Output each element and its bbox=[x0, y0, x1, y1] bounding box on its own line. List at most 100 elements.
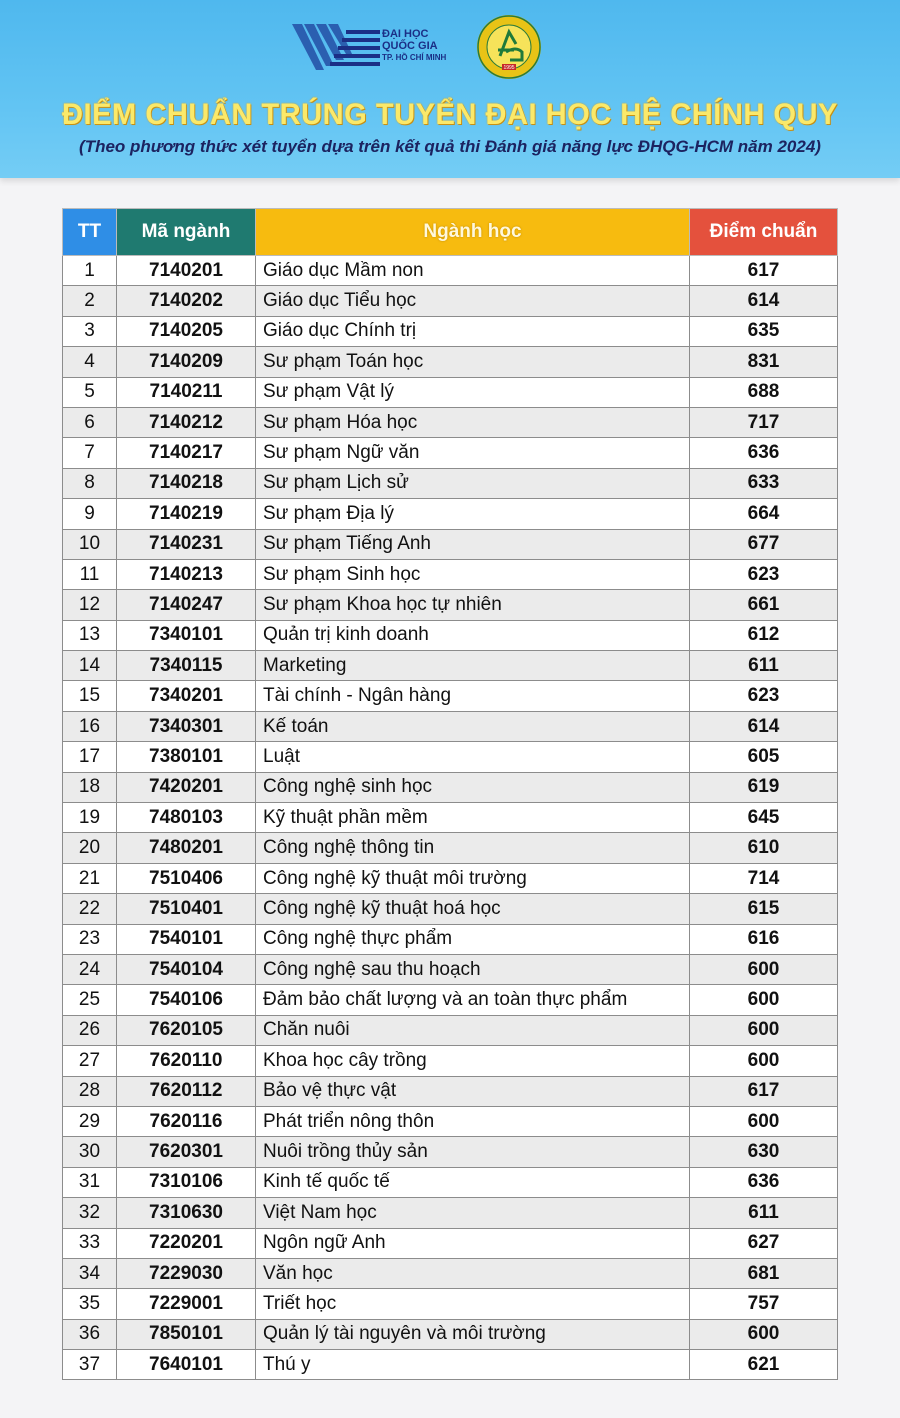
major-name: Công nghệ thông tin bbox=[255, 832, 690, 864]
major-name: Công nghệ sinh học bbox=[255, 771, 690, 804]
cutoff-score: 600 bbox=[689, 1014, 838, 1047]
row-number: 21 bbox=[62, 862, 117, 895]
table-row: 1 7140201 Giáo dục Mầm non 617 bbox=[62, 254, 838, 287]
cutoff-score: 612 bbox=[689, 619, 838, 652]
vnu-hcm-logo: ĐẠI HỌC QUỐC GIA TP. HỒ CHÍ MINH bbox=[290, 18, 460, 76]
major-code: 7140202 bbox=[116, 285, 256, 317]
major-name: Công nghệ thực phẩm bbox=[255, 923, 690, 955]
row-number: 19 bbox=[62, 802, 117, 834]
cutoff-score: 757 bbox=[689, 1288, 838, 1320]
row-number: 33 bbox=[62, 1227, 117, 1259]
row-number: 15 bbox=[62, 680, 117, 712]
row-number: 34 bbox=[62, 1257, 117, 1290]
major-code: 7540101 bbox=[116, 923, 256, 955]
major-code: 7310630 bbox=[116, 1197, 256, 1229]
major-name: Đảm bảo chất lượng và an toàn thực phẩm bbox=[255, 984, 690, 1016]
table-row: 12 7140247 Sư phạm Khoa học tự nhiên 661 bbox=[62, 589, 838, 621]
row-number: 29 bbox=[62, 1105, 117, 1138]
cutoff-score: 605 bbox=[689, 741, 838, 773]
table-row: 37 7640101 Thú y 621 bbox=[62, 1349, 838, 1381]
major-name: Sư phạm Địa lý bbox=[255, 498, 690, 530]
major-code: 7620105 bbox=[116, 1014, 256, 1047]
cutoff-score: 614 bbox=[689, 710, 838, 743]
major-name: Sư phạm Vật lý bbox=[255, 376, 690, 408]
cutoff-score: 614 bbox=[689, 285, 838, 317]
major-code: 7620116 bbox=[116, 1105, 256, 1138]
major-code: 7140218 bbox=[116, 467, 256, 500]
seal-year: 1995 bbox=[503, 65, 514, 71]
cutoff-score: 831 bbox=[689, 346, 838, 378]
column-header-tt: TT bbox=[62, 208, 117, 256]
table-row: 16 7340301 Kế toán 614 bbox=[62, 710, 838, 743]
major-code: 7140231 bbox=[116, 528, 256, 560]
table-body: 1 7140201 Giáo dục Mầm non 617 2 7140202 Giáo … bbox=[62, 254, 838, 1381]
major-name: Giáo dục Chính trị bbox=[255, 315, 690, 348]
cutoff-score: 615 bbox=[689, 893, 838, 925]
major-code: 7140211 bbox=[116, 376, 256, 408]
row-number: 22 bbox=[62, 893, 117, 925]
row-number: 7 bbox=[62, 437, 117, 469]
major-name: Sư phạm Toán học bbox=[255, 346, 690, 378]
cutoff-score: 600 bbox=[689, 984, 838, 1016]
cutoff-score: 610 bbox=[689, 832, 838, 864]
cutoff-score: 688 bbox=[689, 376, 838, 408]
row-number: 25 bbox=[62, 984, 117, 1016]
vnu-stripes-icon bbox=[292, 24, 380, 70]
cutoff-score: 636 bbox=[689, 1166, 838, 1199]
row-number: 11 bbox=[62, 558, 117, 591]
major-code: 7540106 bbox=[116, 984, 256, 1016]
cutoff-score: 627 bbox=[689, 1227, 838, 1259]
row-number: 4 bbox=[62, 346, 117, 378]
major-code: 7229001 bbox=[116, 1288, 256, 1320]
row-number: 5 bbox=[62, 376, 117, 408]
cutoff-score: 714 bbox=[689, 862, 838, 895]
table-header-row: TT Mã ngành Ngành học Điểm chuẩn bbox=[62, 208, 838, 256]
major-name: Giáo dục Tiểu học bbox=[255, 285, 690, 317]
major-name: Sư phạm Lịch sử bbox=[255, 467, 690, 500]
major-code: 7620112 bbox=[116, 1075, 256, 1107]
table-row: 17 7380101 Luật 605 bbox=[62, 741, 838, 773]
table-row: 11 7140213 Sư phạm Sinh học 623 bbox=[62, 558, 838, 591]
table-row: 2 7140202 Giáo dục Tiểu học 614 bbox=[62, 285, 838, 317]
row-number: 20 bbox=[62, 832, 117, 864]
cutoff-score: 600 bbox=[689, 1045, 838, 1077]
major-name: Quản lý tài nguyên và môi trường bbox=[255, 1318, 690, 1351]
major-name: Sư phạm Hóa học bbox=[255, 406, 690, 439]
row-number: 12 bbox=[62, 589, 117, 621]
major-code: 7340201 bbox=[116, 680, 256, 712]
cutoff-score: 630 bbox=[689, 1136, 838, 1168]
row-number: 31 bbox=[62, 1166, 117, 1199]
table-row: 31 7310106 Kinh tế quốc tế 636 bbox=[62, 1166, 838, 1199]
major-code: 7540104 bbox=[116, 953, 256, 986]
major-name: Sư phạm Sinh học bbox=[255, 558, 690, 591]
major-code: 7140247 bbox=[116, 589, 256, 621]
major-code: 7640101 bbox=[116, 1349, 256, 1381]
cutoff-score: 645 bbox=[689, 802, 838, 834]
table-row: 10 7140231 Sư phạm Tiếng Anh 677 bbox=[62, 528, 838, 560]
university-seal-logo: 1995 bbox=[476, 14, 542, 80]
major-name: Thú y bbox=[255, 1349, 690, 1381]
major-name: Việt Nam học bbox=[255, 1197, 690, 1229]
major-name: Triết học bbox=[255, 1288, 690, 1320]
row-number: 16 bbox=[62, 710, 117, 743]
cutoff-score: 616 bbox=[689, 923, 838, 955]
cutoff-score: 611 bbox=[689, 1197, 838, 1229]
major-name: Khoa học cây trồng bbox=[255, 1045, 690, 1077]
header-banner: ĐẠI HỌC QUỐC GIA TP. HỒ CHÍ MINH 1995 ĐI… bbox=[0, 0, 900, 178]
major-code: 7140205 bbox=[116, 315, 256, 348]
table-row: 19 7480103 Kỹ thuật phần mềm 645 bbox=[62, 802, 838, 834]
row-number: 17 bbox=[62, 741, 117, 773]
major-code: 7140217 bbox=[116, 437, 256, 469]
table-row: 22 7510401 Công nghệ kỹ thuật hoá học 615 bbox=[62, 893, 838, 925]
major-name: Giáo dục Mầm non bbox=[255, 254, 690, 287]
cutoff-score: 600 bbox=[689, 1318, 838, 1351]
major-code: 7420201 bbox=[116, 771, 256, 804]
table-row: 15 7340201 Tài chính - Ngân hàng 623 bbox=[62, 680, 838, 712]
major-code: 7140209 bbox=[116, 346, 256, 378]
table-row: 34 7229030 Văn học 681 bbox=[62, 1257, 838, 1290]
major-code: 7340115 bbox=[116, 650, 256, 682]
major-name: Sư phạm Ngữ văn bbox=[255, 437, 690, 469]
row-number: 13 bbox=[62, 619, 117, 652]
row-number: 35 bbox=[62, 1288, 117, 1320]
major-code: 7620110 bbox=[116, 1045, 256, 1077]
